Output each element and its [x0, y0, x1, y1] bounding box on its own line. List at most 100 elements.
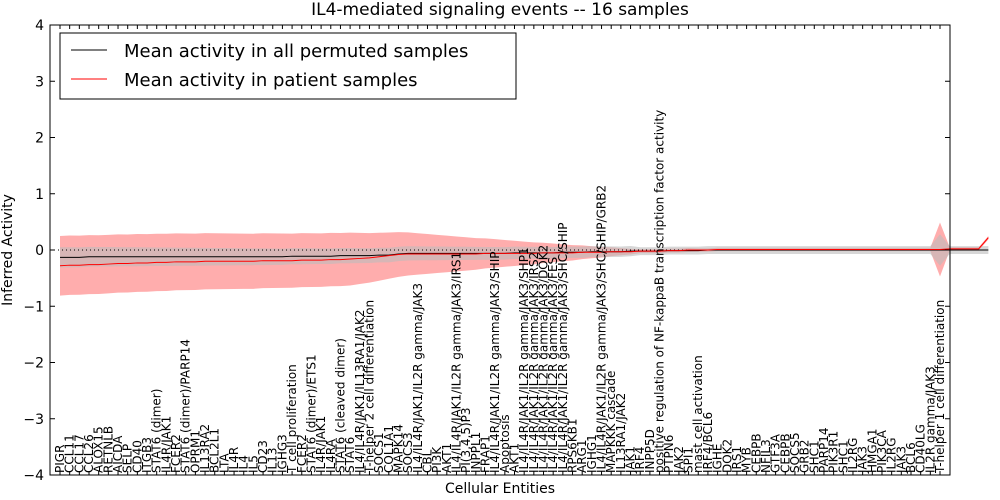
- x-tick-label: JAK1: [624, 446, 638, 474]
- series-line-permuted: [60, 249, 989, 258]
- x-tick-label: IL4/IL4R/JAK1/IL2R gamma/JAK3/IRS2: [527, 252, 541, 473]
- x-tick-label: IL2R gamma/JAK3: [923, 366, 937, 473]
- x-tick-label: IL4/IL4R/JAK1/IL2R gamma/JAK3/SHC/SHIP/G…: [595, 185, 609, 473]
- x-tick-label: IL4/IL4R/JAK1/IL2R gamma/JAK3/DOK2: [537, 245, 551, 473]
- x-tick-label: HMGA1: [865, 428, 879, 473]
- x-tick-label: SHC1: [807, 440, 821, 473]
- x-tick-label: IRF4/BCL6: [701, 412, 715, 473]
- legend-label-patient: Mean activity in patient samples: [124, 70, 418, 91]
- x-tick-label: PIK3CA: [875, 429, 889, 473]
- x-tick-label: LTA: [217, 453, 231, 473]
- x-tick-label: IL4/IL4R/JAK1/IL2R gamma/JAK3/FES: [546, 257, 560, 473]
- series-line-patient: [59, 237, 989, 267]
- x-tick-label: CEBPB: [749, 433, 763, 473]
- x-tick-label: CBL: [420, 449, 434, 473]
- x-tick-label: JAK3: [856, 446, 870, 474]
- x-tick-label: FRAP1: [478, 435, 492, 473]
- x-tick-label: IL4/IL4R/JAK1/IL2R gamma/JAK3/SHC/SHIP: [556, 222, 570, 473]
- x-tick-label: SELP: [121, 444, 135, 473]
- x-tick-label: STAT6 (dimer)/PARP14: [179, 339, 193, 473]
- y-tick-label: −4: [23, 468, 44, 484]
- x-tick-label: CD40LG: [914, 424, 928, 473]
- x-tick-label: ALOX15: [92, 426, 106, 473]
- x-tick-label: IGHG3: [275, 434, 289, 473]
- x-tick-label: JAK3: [894, 446, 908, 474]
- x-tick-label: IL4: [237, 455, 251, 473]
- x-tick-label: MAPKKK cascade: [604, 371, 618, 473]
- y-tick-label: 2: [35, 131, 44, 147]
- x-tick-label: IL5: [246, 455, 260, 473]
- x-tick-label: IL4/IL4R/JAK1/IL2R gamma/JAK3: [411, 283, 425, 473]
- x-tick-label: mast cell activation: [691, 355, 705, 473]
- x-tick-label: IL4RA: [324, 438, 338, 473]
- x-tick-label: IL2RG: [885, 438, 899, 474]
- x-tick-label: CCL11: [63, 434, 77, 473]
- y-tick-label: 1: [35, 187, 44, 203]
- x-tick-label: RPS6KB1: [566, 418, 580, 473]
- legend: Mean activity in all permuted samples Me…: [59, 32, 517, 100]
- x-tick-label: PARP14: [817, 427, 831, 473]
- x-tick-label: IL4R: [227, 447, 241, 473]
- x-tick-label: T-helper 1 cell differentiation: [933, 300, 947, 474]
- x-tick-label: MAPK14: [391, 424, 405, 473]
- x-tick-label: IGHG1: [585, 434, 599, 473]
- x-tick-label: IL13: [266, 448, 280, 474]
- x-tick-label: CCL17: [72, 434, 86, 473]
- x-tick-label: SOCS5: [788, 432, 802, 473]
- x-tick-label: OPRM1: [188, 430, 202, 473]
- x-tick-label: positive regulation of NF-kappaB transcr…: [653, 110, 667, 473]
- x-tick-label: STAT6 (dimer)/ETS1: [304, 354, 318, 473]
- x-tick-label: GTF3A: [769, 433, 783, 473]
- permuted-band: [60, 234, 989, 268]
- x-tick-label: GRB2: [798, 439, 812, 473]
- x-tick-label: T-helper 2 cell differentiation: [362, 300, 376, 474]
- y-tick-label: −1: [23, 299, 44, 315]
- x-tick-label: INPP5D: [643, 429, 657, 473]
- x-tick-label: BCL6: [904, 442, 918, 473]
- x-tick-label: IRS1: [730, 446, 744, 473]
- x-tick-label: JAK2: [672, 446, 686, 474]
- x-tick-label: PIGR: [53, 445, 67, 473]
- x-tick-label: FCER2: [295, 434, 309, 473]
- x-tick-label: DOK2: [720, 439, 734, 473]
- x-tick-label: AKT1: [508, 443, 522, 473]
- y-tick-label: 4: [35, 18, 44, 34]
- chart-title: IL4-mediated signaling events -- 16 samp…: [311, 0, 689, 20]
- x-tick-label: PI3K: [430, 446, 444, 473]
- x-tick-label: STAT6 (dimer): [150, 389, 164, 473]
- y-tick-label: −2: [23, 356, 44, 372]
- y-axis-label: Inferred Activity: [0, 194, 16, 306]
- x-tick-label: STAT6 (cleaved dimer): [333, 338, 347, 473]
- x-tick-label: ARG1: [575, 440, 589, 473]
- x-tick-label: BCL2L1: [208, 428, 222, 473]
- x-tick-label: SHC1: [836, 440, 850, 473]
- x-tick-label: CCL26: [82, 434, 96, 473]
- x-tick-label: IL4R/JAK1: [314, 416, 328, 473]
- x-tick-label: IL13RA1/JAK2: [614, 393, 628, 473]
- plot-area: −4 −3 −2 −1 0 1 2 3 4 PIGRCCL11CCL17CCL26ALOX15RE…: [23, 18, 989, 484]
- x-axis-label: Cellular Entities: [445, 481, 555, 497]
- x-tick-label: IL4/IL4R/JAK1/IL13RA1/JAK2: [353, 310, 367, 474]
- x-tick-label: IL13RA2: [198, 424, 212, 473]
- x-tick-label: AICDA: [111, 435, 125, 473]
- legend-box: [59, 32, 517, 100]
- x-tick-label: NFIL3: [759, 439, 773, 473]
- x-tick-label: IRF4: [633, 447, 647, 473]
- x-tick-label: PIK3R1: [827, 431, 841, 473]
- x-tick-label: STAT6: [343, 437, 357, 473]
- x-tick-label: IL4/IL4R/JAK1/IL2R gamma/JAK3/IRS1: [449, 252, 463, 473]
- x-tick-label: IL4R/JAK1: [159, 416, 173, 473]
- x-tick-label: PI(3,4,5)P3: [459, 407, 473, 473]
- x-tick-label: IL4/IL4R/JAK1/IL2R gamma/JAK3/SHIP: [488, 252, 502, 473]
- x-tick-label: T cell proliferation: [285, 364, 299, 474]
- x-tick-label: CEBPB: [778, 433, 792, 473]
- x-tick-label: SPI1: [682, 447, 696, 473]
- x-tick-label: AKT1: [440, 443, 454, 473]
- x-tick-label: FCER2: [169, 434, 183, 473]
- x-tick-label: ITGB3: [140, 437, 154, 473]
- x-tick-label: INPPL1: [469, 432, 483, 473]
- patient-band: [60, 222, 989, 296]
- x-tick-label: COL1A1: [382, 425, 396, 473]
- x-tick-label: IGHE: [711, 444, 725, 473]
